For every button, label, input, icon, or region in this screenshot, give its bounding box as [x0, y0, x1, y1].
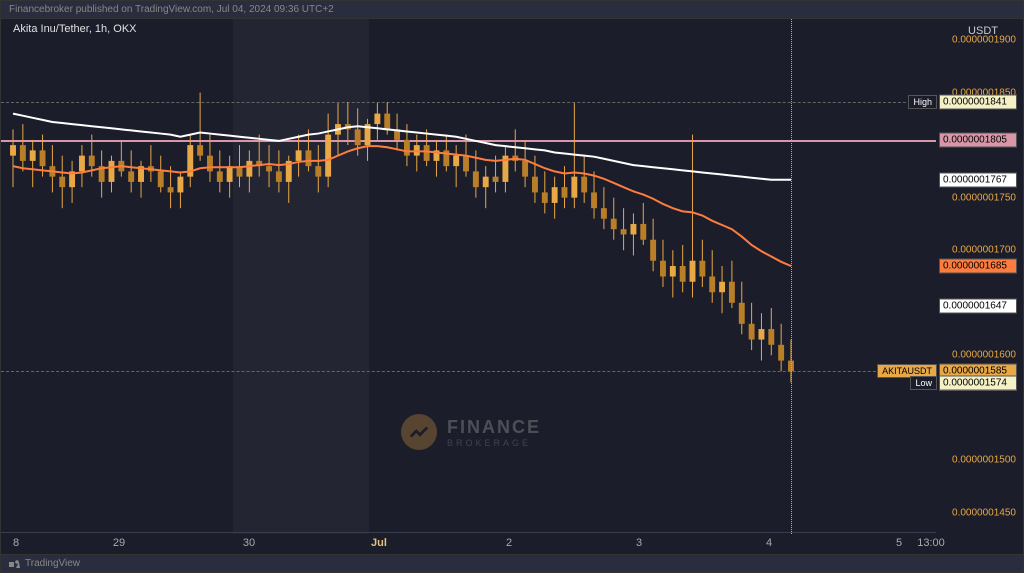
- y-tick: 0.0000001750: [952, 192, 1016, 203]
- y-tick: 0.0000001500: [952, 455, 1016, 466]
- x-tick: 3: [636, 537, 642, 549]
- x-tick: 29: [113, 537, 125, 549]
- price-tag-high: High: [908, 95, 937, 109]
- x-tick: 5: [896, 537, 902, 549]
- candlestick-chart: [1, 19, 936, 534]
- tradingview-logo[interactable]: TradingView: [9, 558, 80, 569]
- price-tag-low: Low: [910, 376, 937, 390]
- x-tick: Jul: [371, 537, 387, 549]
- watermark-icon: [401, 414, 437, 450]
- price-value-plain: 0.0000001647: [939, 298, 1017, 313]
- y-tick: 0.0000001450: [952, 507, 1016, 518]
- x-tick: 13:00: [917, 537, 945, 549]
- footer-bar: TradingView: [1, 554, 1023, 572]
- watermark: FINANCE BROKERAGE: [401, 414, 541, 450]
- price-value-ma2: 0.0000001685: [939, 258, 1017, 273]
- publisher-text: Financebroker published on TradingView.c…: [9, 4, 334, 15]
- x-tick: 2: [506, 537, 512, 549]
- chart-area[interactable]: FINANCE BROKERAGE: [1, 19, 936, 534]
- y-tick: 0.0000001900: [952, 35, 1016, 46]
- watermark-text: FINANCE BROKERAGE: [447, 417, 541, 448]
- y-tick: 0.0000001700: [952, 245, 1016, 256]
- x-axis[interactable]: 82930Jul234513:00: [1, 532, 936, 552]
- price-value-ma1: 0.0000001767: [939, 172, 1017, 187]
- tradingview-icon: [9, 559, 21, 569]
- x-tick: 30: [243, 537, 255, 549]
- x-tick: 4: [766, 537, 772, 549]
- publisher-bar: Financebroker published on TradingView.c…: [1, 1, 1023, 19]
- price-value-high: 0.0000001841: [939, 95, 1017, 110]
- current-time-line: [791, 19, 792, 534]
- y-tick: 0.0000001600: [952, 350, 1016, 361]
- x-tick: 8: [13, 537, 19, 549]
- price-value-low: 0.0000001574: [939, 375, 1017, 390]
- price-value-hline: 0.0000001805: [939, 132, 1017, 147]
